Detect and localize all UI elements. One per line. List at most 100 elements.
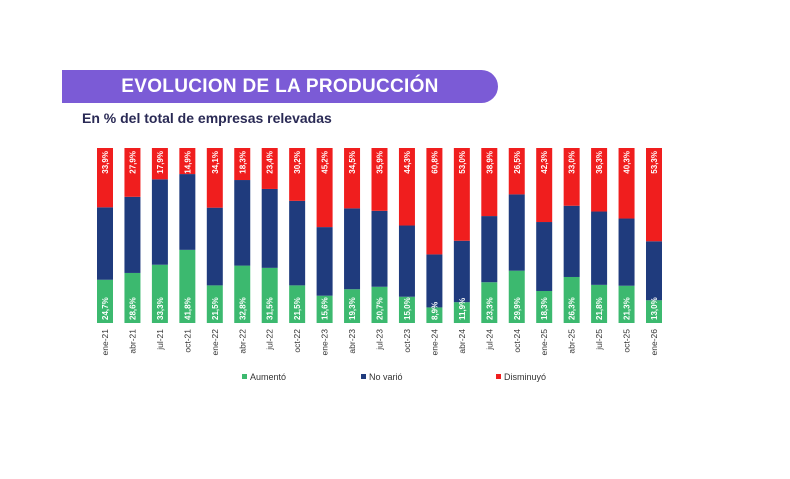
bar-segment-disminuyo [234, 148, 251, 181]
bar-segment-disminuyo [426, 148, 443, 255]
bar-segment-no-vario [453, 240, 470, 303]
legend-swatch [361, 374, 366, 379]
bar-segment-disminuyo [97, 148, 113, 208]
bar-segment-disminuyo [646, 148, 662, 242]
data-label-disminuyo: 40,3% [623, 151, 632, 174]
legend-label: Disminuyó [504, 372, 546, 382]
x-tick-label: oct-24 [512, 329, 522, 353]
legend-label: No varió [369, 372, 403, 382]
bar-segment-no-vario [426, 254, 443, 308]
bar-segment-no-vario [481, 216, 498, 283]
data-label-disminuyo: 34,1% [211, 151, 220, 174]
data-label-aumento: 26,3% [568, 297, 577, 320]
data-label-aumento: 21,3% [623, 297, 632, 320]
bar-segment-no-vario [591, 211, 608, 285]
x-tick-label: oct-21 [182, 329, 192, 353]
bar-segment-aumento [371, 286, 388, 323]
bar-segment-aumento [398, 296, 415, 323]
bar-segment-no-vario [206, 207, 223, 286]
bar-segment-aumento [563, 276, 580, 323]
bar-segment-aumento [179, 249, 196, 323]
bar-segment-disminuyo [398, 148, 415, 226]
data-label-disminuyo: 26,5% [513, 151, 522, 174]
data-label-aumento: 41,8% [183, 297, 192, 320]
bar-segment-disminuyo [289, 148, 306, 201]
data-label-aumento: 11,9% [458, 298, 467, 320]
data-label-aumento: 15,0% [403, 297, 412, 320]
bar-segment-no-vario [261, 188, 278, 268]
bar-segment-disminuyo [151, 148, 168, 180]
x-tick-label: oct-23 [402, 329, 412, 353]
x-tick-label: jul-23 [375, 329, 385, 351]
data-label-disminuyo: 27,9% [128, 151, 137, 174]
data-label-aumento: 24,7% [101, 297, 110, 320]
data-label-disminuyo: 30,2% [293, 151, 302, 174]
bar-segment-aumento [508, 270, 525, 323]
data-label-disminuyo: 42,3% [540, 151, 549, 174]
data-label-disminuyo: 34,5% [348, 151, 357, 174]
data-label-disminuyo: 53,3% [650, 151, 659, 174]
data-label-disminuyo: 45,2% [321, 151, 330, 174]
bar-segment-aumento [481, 282, 498, 324]
bar-segment-aumento [206, 285, 223, 324]
bar-segment-aumento [261, 267, 278, 324]
bar-segment-disminuyo [206, 148, 223, 208]
x-tick-label: abr-25 [567, 329, 577, 354]
bar-segment-aumento [453, 302, 470, 324]
data-label-disminuyo: 23,4% [266, 151, 275, 174]
bar-segment-aumento [151, 264, 168, 323]
bar-segment-no-vario [371, 210, 388, 287]
bar-segment-no-vario [618, 218, 635, 286]
bar-segment-disminuyo [179, 148, 196, 175]
bar-segment-aumento [344, 289, 361, 323]
data-label-disminuyo: 35,9% [376, 151, 385, 174]
data-label-aumento: 33,3% [156, 297, 165, 320]
data-label-aumento: 19,3% [348, 297, 357, 320]
bar-segment-disminuyo [316, 148, 333, 228]
legend-label: Aumentó [250, 372, 286, 382]
bar-segment-no-vario [536, 222, 553, 291]
data-label-disminuyo: 53,0% [458, 151, 467, 174]
x-tick-label: ene-24 [429, 329, 439, 356]
x-tick-label: oct-22 [292, 329, 302, 353]
bar-segment-aumento [234, 265, 251, 323]
bar-segment-disminuyo [536, 148, 553, 223]
data-label-aumento: 32,8% [238, 297, 247, 320]
x-tick-label: jul-24 [484, 329, 494, 351]
data-label-disminuyo: 36,3% [595, 151, 604, 174]
bar-segment-aumento [289, 285, 306, 324]
bar-segment-disminuyo [508, 148, 525, 195]
data-label-aumento: 31,5% [266, 297, 275, 320]
bar-segment-aumento [426, 307, 443, 324]
data-label-disminuyo: 17,9% [156, 151, 165, 174]
data-label-aumento: 21,8% [595, 297, 604, 320]
data-label-aumento: 28,6% [128, 297, 137, 320]
bar-segment-disminuyo [371, 148, 388, 211]
bar-segment-aumento [618, 285, 635, 323]
data-label-aumento: 20,7% [376, 297, 385, 320]
data-label-disminuyo: 18,3% [238, 151, 247, 174]
bar-segment-aumento [646, 300, 662, 323]
data-label-disminuyo: 14,9% [183, 151, 192, 174]
x-tick-label: abr-24 [457, 329, 467, 354]
x-tick-label: abr-22 [237, 329, 247, 354]
data-label-aumento: 29,9% [513, 297, 522, 320]
bar-segment-no-vario [234, 180, 251, 266]
data-label-aumento: 23,3% [485, 297, 494, 320]
bar-segment-no-vario [398, 225, 415, 297]
chart-subtitle: En % del total de empresas relevadas [82, 110, 332, 126]
x-tick-label: abr-23 [347, 329, 357, 354]
x-tick-label: ene-23 [320, 329, 330, 356]
bar-segment-aumento [97, 279, 113, 323]
x-tick-label: ene-26 [649, 329, 659, 356]
bar-segment-disminuyo [618, 148, 635, 219]
bar-segment-no-vario [646, 241, 662, 301]
x-tick-label: jul-22 [265, 329, 275, 351]
chart-title-banner: EVOLUCION DE LA PRODUCCIÓN [62, 70, 498, 103]
data-label-disminuyo: 44,3% [403, 151, 412, 174]
x-tick-label: ene-22 [210, 329, 220, 356]
legend-swatch [496, 374, 501, 379]
data-label-disminuyo: 60,8% [430, 151, 439, 174]
bar-segment-aumento [316, 295, 333, 323]
